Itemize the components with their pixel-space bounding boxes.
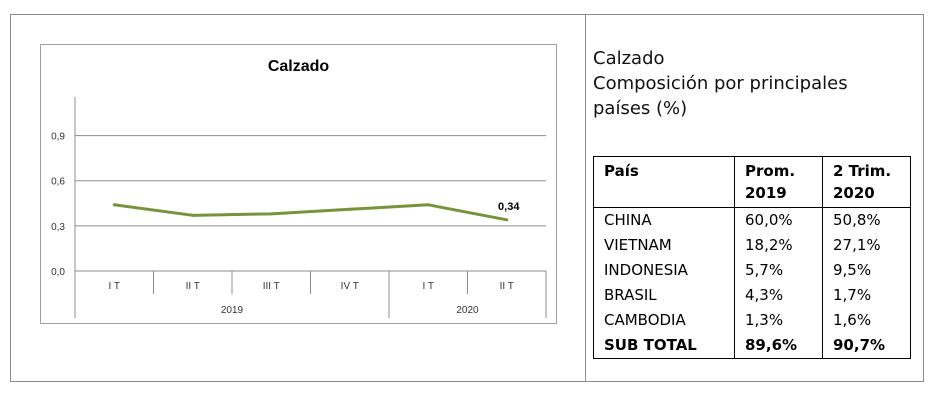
value-cell: 18,2% (734, 233, 823, 258)
chart-plot: 0,0 0,3 0,6 0,9 I T II T III T IV T I T II T 2019 2… (51, 97, 547, 318)
data-point (191, 213, 195, 217)
x-tick-label: II T (500, 281, 514, 292)
year-label: 2019 (221, 305, 244, 316)
header-country: País (593, 156, 735, 208)
table-row: CHINA 60,0% 50,8% (593, 207, 911, 233)
year-label: 2020 (456, 305, 479, 316)
value-cell: 50,8% (822, 207, 911, 233)
value-cell: 60,0% (734, 207, 823, 233)
heading-line-2: Composición por principales (593, 73, 848, 94)
chart-title: Calzado (267, 58, 330, 75)
country-cell: BRASIL (593, 283, 735, 308)
value-cell: 4,3% (734, 283, 823, 308)
subtotal-row: SUB TOTAL 89,6% 90,7% (593, 333, 911, 359)
subtotal-label: SUB TOTAL (593, 333, 735, 359)
country-cell: VIETNAM (593, 233, 735, 258)
line-chart: Calzado 0,0 0,3 0,6 0,9 I T II T III T IV T I T I… (40, 44, 557, 324)
value-cell: 1,7% (822, 283, 911, 308)
value-cell: 27,1% (822, 233, 911, 258)
country-cell: CHINA (593, 207, 735, 233)
country-cell: CAMBODIA (593, 308, 735, 333)
composition-heading: Calzado Composición por principales país… (593, 46, 913, 121)
value-cell: 1,6% (822, 308, 911, 333)
table-row: BRASIL 4,3% 1,7% (593, 283, 911, 308)
data-point (112, 203, 116, 207)
composition-table: País Prom. 2019 2 Trim. 2020 CHINA 60,0% 5… (593, 156, 911, 359)
panel-divider (585, 14, 586, 382)
header-q2-2020: 2 Trim. 2020 (822, 156, 911, 208)
table-header-row: País Prom. 2019 2 Trim. 2020 (593, 156, 911, 208)
subtotal-value: 89,6% (734, 333, 823, 359)
y-tick-label: 0,3 (51, 222, 65, 233)
x-tick-label: I T (423, 281, 434, 292)
heading-line-3: países (%) (593, 98, 688, 119)
x-tick-label: II T (186, 281, 200, 292)
value-cell: 9,5% (822, 258, 911, 283)
data-point (426, 203, 430, 207)
data-label: 0,34 (498, 201, 520, 213)
country-cell: INDONESIA (593, 258, 735, 283)
data-point (348, 207, 352, 211)
value-cell: 5,7% (734, 258, 823, 283)
table-row: VIETNAM 18,2% 27,1% (593, 233, 911, 258)
subtotal-value: 90,7% (822, 333, 911, 359)
x-tick-label: I T (109, 281, 120, 292)
y-tick-label: 0,6 (51, 177, 65, 188)
x-tick-label: IV T (341, 281, 359, 292)
value-cell: 1,3% (734, 308, 823, 333)
table-row: INDONESIA 5,7% 9,5% (593, 258, 911, 283)
header-avg-2019: Prom. 2019 (734, 156, 823, 208)
y-tick-label: 0,9 (51, 132, 65, 143)
x-tick-label: III T (263, 281, 280, 292)
heading-line-1: Calzado (593, 48, 665, 69)
y-tick-label: 0,0 (51, 267, 65, 278)
series-line (114, 203, 508, 222)
data-point (505, 218, 509, 222)
data-point (269, 212, 273, 216)
table-row: CAMBODIA 1,3% 1,6% (593, 308, 911, 333)
